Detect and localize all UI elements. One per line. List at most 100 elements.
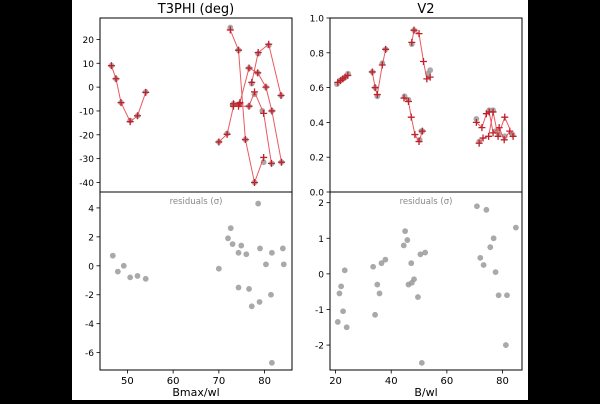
top-y-tick-label: -40 — [79, 179, 94, 189]
model-marker — [404, 98, 412, 106]
model-marker — [235, 102, 243, 110]
bottom-y-tick-label: -6 — [85, 349, 94, 359]
top-y-tick-label: -20 — [79, 131, 94, 141]
x-tick-label: 80 — [258, 376, 271, 387]
model-marker — [509, 132, 517, 140]
model-marker — [382, 45, 390, 53]
model-marker — [407, 113, 415, 121]
residual-point — [238, 242, 245, 249]
residual-point — [374, 281, 381, 288]
residual-point — [402, 228, 409, 235]
model-marker — [248, 78, 256, 86]
top-y-tick-label: 0.0 — [310, 189, 325, 199]
top-y-tick-label: 20 — [83, 36, 95, 46]
top-y-tick-label: 10 — [83, 60, 95, 70]
residual-point — [215, 265, 222, 272]
model-marker — [260, 109, 268, 117]
residual-point — [248, 303, 255, 310]
bottom-plot-area — [334, 203, 519, 366]
model-marker — [223, 130, 231, 138]
residual-point — [415, 294, 421, 300]
model-marker — [415, 138, 423, 146]
residual-point — [120, 262, 127, 269]
model-marker — [277, 91, 285, 99]
model-marker — [472, 118, 480, 126]
bottom-y-tick-label: -2 — [315, 342, 324, 352]
residual-point — [257, 245, 263, 252]
model-marker — [142, 88, 150, 96]
residual-point — [229, 241, 236, 247]
model-marker — [368, 68, 376, 76]
x-tick-label: 60 — [167, 376, 180, 387]
data-point — [427, 67, 434, 74]
residual-point — [422, 249, 429, 256]
model-marker — [126, 118, 134, 126]
model-line — [218, 103, 241, 143]
model-marker — [112, 75, 120, 83]
residual-point — [227, 225, 234, 232]
model-marker — [426, 73, 434, 81]
residual-point — [279, 245, 286, 252]
residual-point — [404, 237, 411, 243]
residual-point — [246, 286, 252, 292]
residual-point — [370, 263, 377, 270]
model-marker — [226, 26, 234, 34]
model-marker — [268, 107, 276, 115]
bottom-y-tick-label: 2 — [88, 233, 94, 243]
residuals-annotation: residuals (σ) — [400, 197, 453, 207]
residual-point — [502, 342, 509, 348]
model-marker — [265, 40, 273, 48]
residual-point — [134, 273, 141, 279]
residual-point — [504, 292, 510, 299]
model-marker — [478, 124, 486, 132]
residual-point — [418, 359, 425, 366]
model-marker — [215, 138, 223, 146]
model-marker — [494, 132, 502, 140]
bottom-y-tick-label: 0 — [318, 270, 324, 280]
residual-point — [255, 200, 262, 207]
residual-point — [338, 283, 345, 290]
residual-point — [243, 251, 250, 258]
figure: T3PHI (deg) 20 10 0 -10 -20 -30 -40 4 2 0 -2 -4 -6 50 6… — [72, 0, 528, 400]
x-tick-label: 40 — [385, 376, 398, 387]
model-marker — [245, 64, 253, 72]
top-axes-frame — [329, 17, 523, 193]
model-marker — [251, 88, 259, 96]
model-marker — [236, 99, 244, 107]
model-marker — [410, 26, 418, 34]
chart-panel-2: V2 1.0 0.8 0.6 0.4 0.2 0.02 1 0 -1 -2 20 40 60 80 B/wl r… — [310, 2, 523, 399]
model-marker — [344, 71, 352, 79]
model-marker — [133, 112, 141, 120]
residual-point — [378, 260, 385, 267]
model-marker — [267, 159, 275, 167]
model-marker — [415, 30, 423, 38]
bottom-y-tick-label: 0 — [88, 262, 94, 272]
model-line — [110, 65, 147, 123]
residual-point — [474, 203, 480, 210]
chart-title: V2 — [417, 2, 434, 17]
top-y-tick-label: 0.6 — [310, 84, 325, 94]
x-tick-label: 80 — [496, 376, 509, 387]
model-marker — [241, 136, 249, 144]
residual-point — [235, 249, 242, 256]
chart-title: T3PHI (deg) — [157, 2, 234, 17]
top-plot-area — [107, 24, 285, 186]
model-marker — [117, 99, 125, 107]
model-marker — [408, 38, 416, 46]
model-marker — [485, 132, 493, 140]
bottom-y-tick-label: -4 — [85, 320, 94, 330]
x-tick-label: 50 — [121, 376, 134, 387]
model-marker — [107, 62, 115, 70]
residual-point — [400, 242, 407, 249]
top-y-tick-label: 0.4 — [310, 119, 325, 129]
top-y-tick-label: -10 — [79, 107, 94, 117]
residual-point — [334, 319, 341, 325]
x-tick-label: 20 — [329, 376, 342, 387]
model-marker — [245, 102, 253, 110]
model-marker — [501, 113, 509, 121]
bottom-y-tick-label: -2 — [85, 291, 94, 301]
residual-point — [263, 261, 269, 268]
residual-point — [480, 262, 487, 268]
residual-point — [268, 291, 274, 298]
top-y-tick-label: 0.2 — [310, 154, 324, 164]
